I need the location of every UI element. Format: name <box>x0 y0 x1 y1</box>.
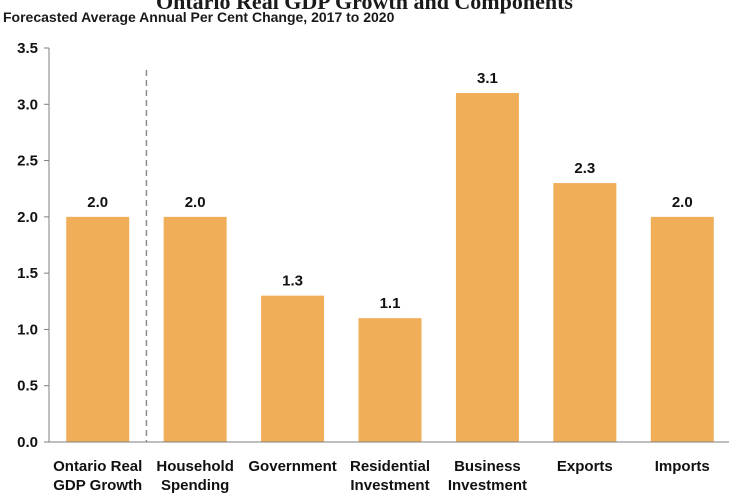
x-category-label: Spending <box>161 477 229 494</box>
x-category-label: Government <box>248 458 336 475</box>
y-tick-label: 0.5 <box>17 378 38 395</box>
data-label: 2.0 <box>185 194 206 211</box>
bar <box>553 183 617 443</box>
x-category-label: Exports <box>557 458 613 475</box>
x-category-label: Business <box>454 458 521 475</box>
y-tick-label: 3.0 <box>17 96 38 113</box>
data-label: 2.0 <box>672 194 693 211</box>
data-label: 1.1 <box>380 295 401 312</box>
bar <box>261 295 325 442</box>
x-category-label: Household <box>156 458 234 475</box>
x-category-label: Ontario Real <box>53 458 142 475</box>
data-label: 2.0 <box>87 194 108 211</box>
x-category-label: Investment <box>350 477 429 494</box>
x-category-label: Investment <box>448 477 527 494</box>
x-category-label: Residential <box>350 458 430 475</box>
x-category-label: Imports <box>655 458 710 475</box>
x-axis: Ontario Real GDP Growth Household Spending G… <box>49 441 729 494</box>
y-tick-label: 2.5 <box>17 153 38 170</box>
y-tick-label: 2.0 <box>17 209 38 226</box>
y-tick-label: 0.0 <box>17 434 38 451</box>
y-tick-label: 3.5 <box>17 40 38 57</box>
bar <box>650 216 714 442</box>
bar <box>66 216 130 442</box>
data-label: 2.3 <box>574 160 595 177</box>
data-labels: 2.0 2.0 1.3 1.1 3.1 2.3 2.0 <box>87 70 692 312</box>
chart-title: Ontario Real GDP Growth and Components <box>155 0 573 14</box>
bar <box>163 216 227 442</box>
data-label: 1.3 <box>282 273 303 290</box>
chart-subtitle: Forecasted Average Annual Per Cent Chang… <box>3 9 395 25</box>
x-category-label: GDP Growth <box>53 477 142 494</box>
bar <box>455 93 519 443</box>
data-label: 3.1 <box>477 70 498 87</box>
bars <box>66 93 714 443</box>
y-axis: 0.0 0.5 1.0 1.5 2.0 2.5 3.0 3.5 <box>17 40 50 451</box>
y-tick-label: 1.5 <box>17 265 38 282</box>
bar <box>358 318 422 442</box>
y-tick-label: 1.0 <box>17 321 38 338</box>
